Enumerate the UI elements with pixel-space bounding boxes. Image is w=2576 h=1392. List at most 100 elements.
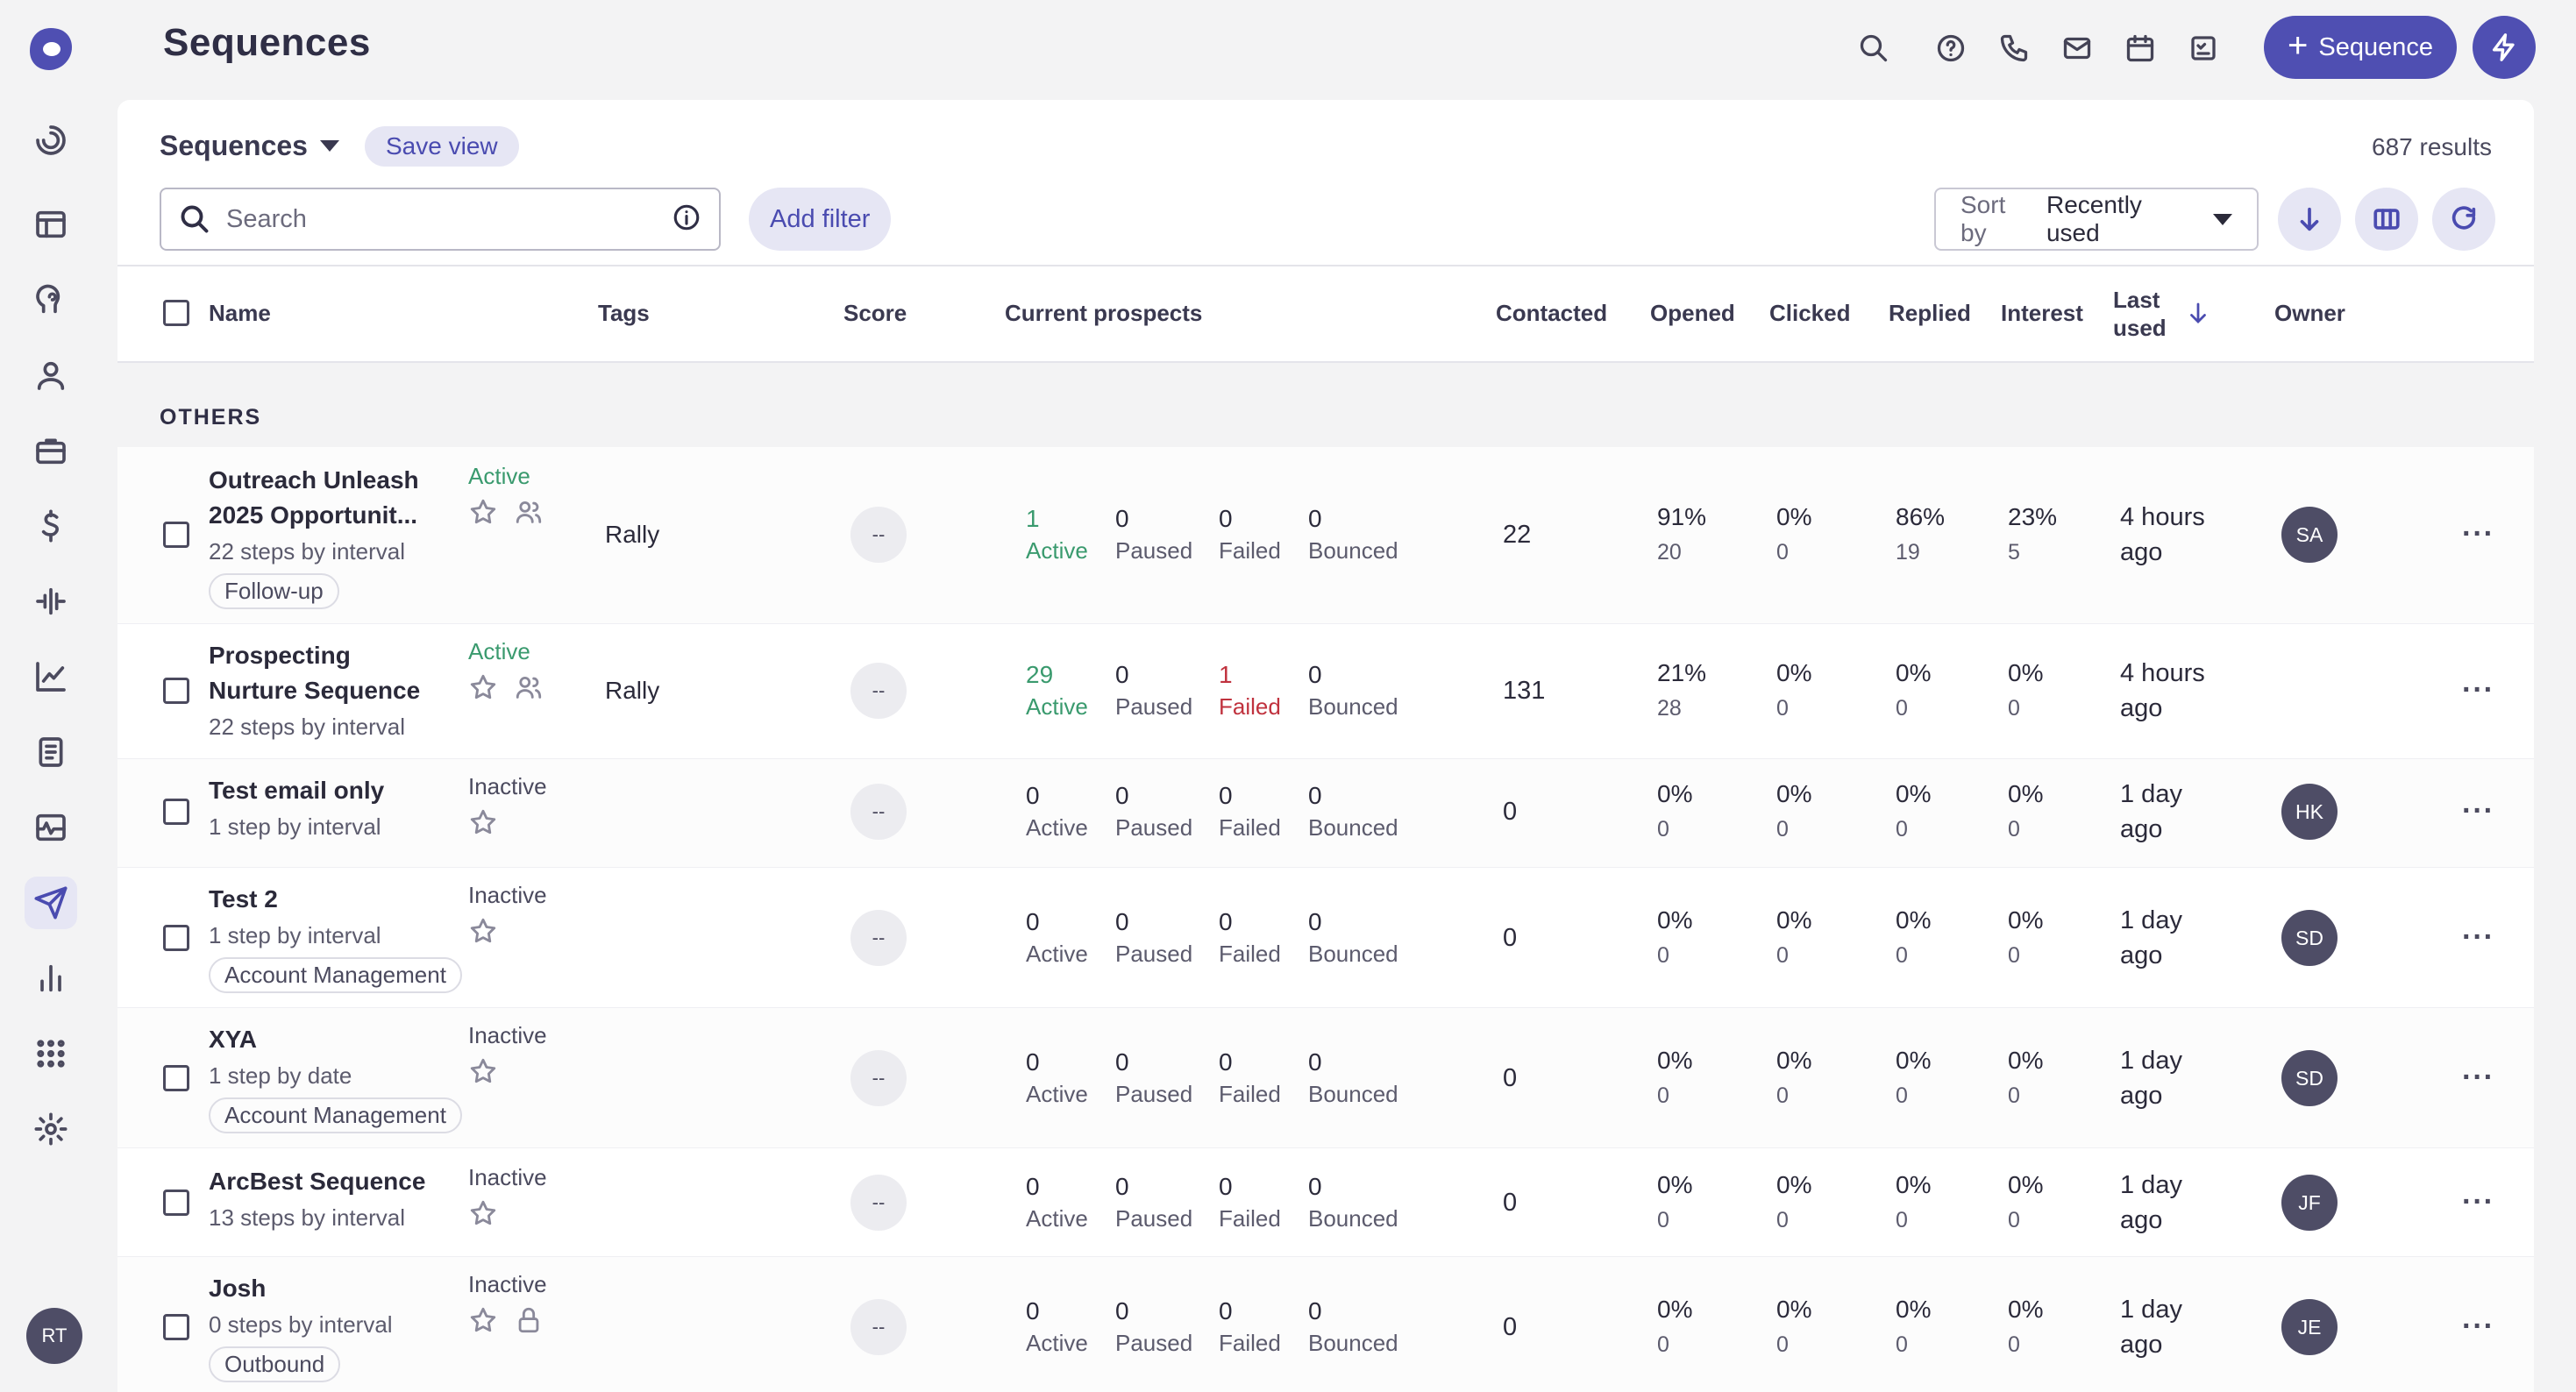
- view-selector[interactable]: Sequences: [160, 130, 339, 162]
- prospects-failed[interactable]: 0 Failed: [1219, 1297, 1281, 1356]
- prospects-active[interactable]: 0 Active: [1026, 1173, 1088, 1232]
- prospects-failed[interactable]: 0 Failed: [1219, 505, 1281, 564]
- star-icon[interactable]: [468, 672, 498, 702]
- info-icon[interactable]: [672, 202, 701, 237]
- prospects-paused[interactable]: 0 Paused: [1115, 1297, 1193, 1356]
- nav-activity-icon[interactable]: [25, 801, 77, 854]
- row-checkbox[interactable]: [163, 1190, 189, 1216]
- tasks-checklist-icon[interactable]: [2181, 26, 2225, 70]
- nav-kaia-icon[interactable]: [25, 575, 77, 628]
- nav-sequences-icon[interactable]: [25, 877, 77, 929]
- select-all-checkbox[interactable]: [163, 300, 189, 326]
- help-icon[interactable]: [1929, 26, 1973, 70]
- prospects-bounced[interactable]: 0 Bounced: [1308, 505, 1398, 564]
- row-checkbox[interactable]: [163, 925, 189, 951]
- sequence-name[interactable]: Test email only: [209, 777, 385, 804]
- sequence-name[interactable]: Outreach Unleash 2025 Opportunit...: [209, 466, 419, 529]
- columns-button[interactable]: [2355, 188, 2418, 251]
- sort-select[interactable]: Sort by Recently used: [1934, 188, 2259, 251]
- prospects-paused[interactable]: 0 Paused: [1115, 1048, 1193, 1107]
- nav-settings-gear-icon[interactable]: [25, 1103, 77, 1155]
- more-actions-icon[interactable]: ···: [2462, 920, 2494, 954]
- add-filter-button[interactable]: Add filter: [749, 188, 892, 251]
- prospects-failed[interactable]: 0 Failed: [1219, 908, 1281, 967]
- sequence-name[interactable]: Prospecting Nurture Sequence: [209, 642, 421, 704]
- star-icon[interactable]: [468, 916, 498, 946]
- nav-opportunities-icon[interactable]: [25, 500, 77, 552]
- row-checkbox[interactable]: [163, 1065, 189, 1091]
- nav-reports-icon[interactable]: [25, 952, 77, 1005]
- sequence-name[interactable]: Test 2: [209, 885, 278, 913]
- column-replied[interactable]: Replied: [1889, 300, 1971, 326]
- column-current-prospects[interactable]: Current prospects: [1005, 300, 1203, 326]
- more-actions-icon[interactable]: ···: [2462, 794, 2494, 827]
- row-checkbox[interactable]: [163, 1314, 189, 1340]
- sequence-name[interactable]: Josh: [209, 1275, 267, 1302]
- prospects-paused[interactable]: 0 Paused: [1115, 908, 1193, 967]
- star-icon[interactable]: [468, 497, 498, 527]
- user-avatar[interactable]: RT: [26, 1308, 82, 1364]
- save-view-button[interactable]: Save view: [365, 126, 519, 167]
- column-owner[interactable]: Owner: [2274, 300, 2345, 326]
- prospects-bounced[interactable]: 0 Bounced: [1308, 661, 1398, 720]
- phone-icon[interactable]: [1992, 26, 2036, 70]
- nav-tasks-icon[interactable]: [25, 726, 77, 778]
- search-input[interactable]: [226, 204, 656, 234]
- prospects-active[interactable]: 0 Active: [1026, 1048, 1088, 1107]
- column-tags[interactable]: Tags: [598, 300, 650, 326]
- calendar-icon[interactable]: [2118, 26, 2162, 70]
- more-actions-icon[interactable]: ···: [2462, 517, 2494, 550]
- prospects-active[interactable]: 1 Active: [1026, 505, 1088, 564]
- search-icon[interactable]: [1852, 26, 1896, 70]
- quick-actions-bolt-button[interactable]: [2473, 16, 2536, 79]
- table-row[interactable]: Outreach Unleash 2025 Opportunit... 22 ste…: [117, 447, 2534, 624]
- prospects-failed[interactable]: 0 Failed: [1219, 1048, 1281, 1107]
- more-actions-icon[interactable]: ···: [2462, 673, 2494, 707]
- table-row[interactable]: XYA 1 step by date Account Management Inact…: [117, 1008, 2534, 1148]
- nav-apps-icon[interactable]: [25, 1027, 77, 1080]
- nav-prospects-icon[interactable]: [25, 349, 77, 401]
- table-row[interactable]: Prospecting Nurture Sequence 22 steps by i…: [117, 624, 2534, 759]
- prospects-bounced[interactable]: 0 Bounced: [1308, 908, 1398, 967]
- more-actions-icon[interactable]: ···: [2462, 1185, 2494, 1218]
- refresh-button[interactable]: [2432, 188, 2495, 251]
- new-sequence-button[interactable]: + Sequence: [2264, 16, 2457, 79]
- prospects-failed[interactable]: 1 Failed: [1219, 661, 1281, 720]
- row-checkbox[interactable]: [163, 522, 189, 548]
- table-row[interactable]: Josh 0 steps by interval Outbound Inactive -…: [117, 1257, 2534, 1392]
- row-checkbox[interactable]: [163, 799, 189, 825]
- prospects-active[interactable]: 0 Active: [1026, 908, 1088, 967]
- table-row[interactable]: Test 2 1 step by interval Account Manageme…: [117, 868, 2534, 1008]
- more-actions-icon[interactable]: ···: [2462, 1310, 2494, 1343]
- prospects-active[interactable]: 29 Active: [1026, 661, 1088, 720]
- sequence-tag[interactable]: Outbound: [209, 1346, 341, 1382]
- star-icon[interactable]: [468, 1056, 498, 1086]
- column-clicked[interactable]: Clicked: [1769, 300, 1851, 326]
- mail-icon[interactable]: [2055, 26, 2099, 70]
- prospects-paused[interactable]: 0 Paused: [1115, 505, 1193, 564]
- nav-dashboard-icon[interactable]: [25, 198, 77, 251]
- sort-direction-button[interactable]: [2278, 188, 2341, 251]
- star-icon[interactable]: [468, 807, 498, 837]
- row-checkbox[interactable]: [163, 678, 189, 704]
- prospects-bounced[interactable]: 0 Bounced: [1308, 1173, 1398, 1232]
- prospects-bounced[interactable]: 0 Bounced: [1308, 1297, 1398, 1356]
- table-row[interactable]: ArcBest Sequence 13 steps by interval Inac…: [117, 1148, 2534, 1257]
- more-actions-icon[interactable]: ···: [2462, 1061, 2494, 1094]
- prospects-active[interactable]: 0 Active: [1026, 782, 1088, 841]
- column-interest[interactable]: Interest: [2001, 300, 2083, 326]
- prospects-active[interactable]: 0 Active: [1026, 1297, 1088, 1356]
- prospects-failed[interactable]: 0 Failed: [1219, 1173, 1281, 1232]
- nav-accounts-icon[interactable]: [25, 424, 77, 477]
- prospects-bounced[interactable]: 0 Bounced: [1308, 1048, 1398, 1107]
- star-icon[interactable]: [468, 1305, 498, 1335]
- owner-avatar[interactable]: JE: [2281, 1299, 2338, 1355]
- column-name[interactable]: Name: [209, 300, 271, 326]
- column-last-used[interactable]: Last used: [2113, 286, 2167, 342]
- owner-avatar[interactable]: SD: [2281, 910, 2338, 966]
- star-icon[interactable]: [468, 1198, 498, 1228]
- sequence-tag[interactable]: Account Management: [209, 1097, 462, 1133]
- owner-avatar[interactable]: JF: [2281, 1175, 2338, 1231]
- prospects-failed[interactable]: 0 Failed: [1219, 782, 1281, 841]
- column-score[interactable]: Score: [843, 300, 907, 326]
